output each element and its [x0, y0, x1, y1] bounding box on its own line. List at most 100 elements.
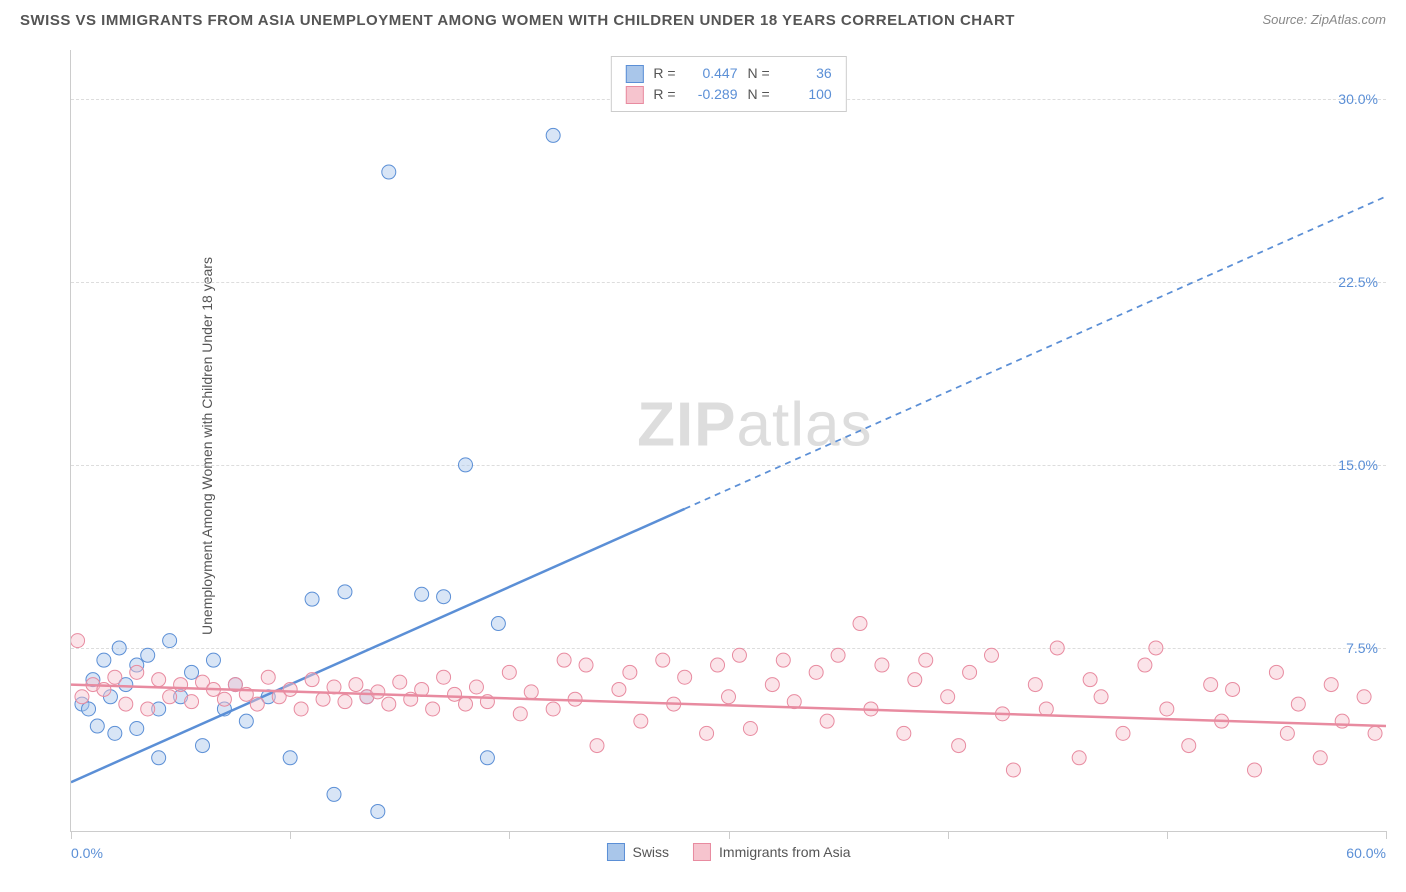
data-point — [349, 678, 363, 692]
swatch-asia-icon — [693, 843, 711, 861]
data-point — [141, 648, 155, 662]
data-point — [623, 665, 637, 679]
legend-row-swiss: R = 0.447 N = 36 — [625, 63, 831, 84]
data-point — [316, 692, 330, 706]
data-point — [513, 707, 527, 721]
data-point — [480, 751, 494, 765]
plot-svg — [71, 50, 1386, 831]
data-point — [437, 670, 451, 684]
data-point — [163, 690, 177, 704]
data-point — [305, 592, 319, 606]
x-tick — [509, 831, 510, 839]
data-point — [90, 719, 104, 733]
data-point — [217, 692, 231, 706]
data-point — [502, 665, 516, 679]
swatch-swiss — [625, 65, 643, 83]
x-tick-last: 60.0% — [1346, 845, 1386, 861]
plot-area: ZIPatlas R = 0.447 N = 36 R = -0.289 N =… — [70, 50, 1386, 832]
data-point — [119, 697, 133, 711]
data-point — [185, 665, 199, 679]
legend-label-swiss: Swiss — [632, 844, 669, 860]
data-point — [875, 658, 889, 672]
x-tick — [1386, 831, 1387, 839]
data-point — [108, 670, 122, 684]
correlation-legend: R = 0.447 N = 36 R = -0.289 N = 100 — [610, 56, 846, 112]
data-point — [371, 685, 385, 699]
data-point — [809, 665, 823, 679]
legend-item-swiss: Swiss — [606, 843, 669, 861]
x-tick — [1167, 831, 1168, 839]
r-value-swiss: 0.447 — [686, 63, 738, 84]
data-point — [294, 702, 308, 716]
data-point — [239, 714, 253, 728]
data-point — [1094, 690, 1108, 704]
data-point — [130, 665, 144, 679]
data-point — [897, 726, 911, 740]
x-tick — [948, 831, 949, 839]
data-point — [426, 702, 440, 716]
data-point — [743, 721, 757, 735]
data-point — [711, 658, 725, 672]
x-tick — [290, 831, 291, 839]
n-value-swiss: 36 — [780, 63, 832, 84]
data-point — [985, 648, 999, 662]
data-point — [831, 648, 845, 662]
n-label: N = — [748, 63, 770, 84]
x-tick — [71, 831, 72, 839]
data-point — [722, 690, 736, 704]
data-point — [1291, 697, 1305, 711]
data-point — [206, 653, 220, 667]
swatch-asia — [625, 86, 643, 104]
data-point — [152, 673, 166, 687]
data-point — [776, 653, 790, 667]
r-label: R = — [653, 84, 675, 105]
data-point — [382, 697, 396, 711]
data-point — [546, 128, 560, 142]
data-point — [1280, 726, 1294, 740]
data-point — [261, 670, 275, 684]
data-point — [196, 739, 210, 753]
x-tick — [729, 831, 730, 839]
regression-line-extrapolated — [685, 196, 1386, 508]
data-point — [163, 634, 177, 648]
data-point — [1204, 678, 1218, 692]
data-point — [612, 682, 626, 696]
data-point — [141, 702, 155, 716]
data-point — [853, 617, 867, 631]
data-point — [1039, 702, 1053, 716]
data-point — [656, 653, 670, 667]
data-point — [1083, 673, 1097, 687]
data-point — [579, 658, 593, 672]
data-point — [130, 721, 144, 735]
data-point — [546, 702, 560, 716]
data-point — [415, 587, 429, 601]
data-point — [634, 714, 648, 728]
data-point — [557, 653, 571, 667]
data-point — [1269, 665, 1283, 679]
data-point — [459, 697, 473, 711]
data-point — [678, 670, 692, 684]
r-value-asia: -0.289 — [686, 84, 738, 105]
data-point — [820, 714, 834, 728]
data-point — [305, 673, 319, 687]
data-point — [1072, 751, 1086, 765]
data-point — [1357, 690, 1371, 704]
series-legend: Swiss Immigrants from Asia — [606, 843, 850, 861]
data-point — [75, 690, 89, 704]
data-point — [1149, 641, 1163, 655]
data-point — [283, 682, 297, 696]
data-point — [112, 641, 126, 655]
legend-label-asia: Immigrants from Asia — [719, 844, 850, 860]
data-point — [283, 751, 297, 765]
data-point — [919, 653, 933, 667]
data-point — [71, 634, 85, 648]
data-point — [382, 165, 396, 179]
data-point — [1248, 763, 1262, 777]
data-point — [732, 648, 746, 662]
data-point — [1050, 641, 1064, 655]
data-point — [448, 687, 462, 701]
n-value-asia: 100 — [780, 84, 832, 105]
data-point — [338, 695, 352, 709]
data-point — [459, 458, 473, 472]
data-point — [1116, 726, 1130, 740]
